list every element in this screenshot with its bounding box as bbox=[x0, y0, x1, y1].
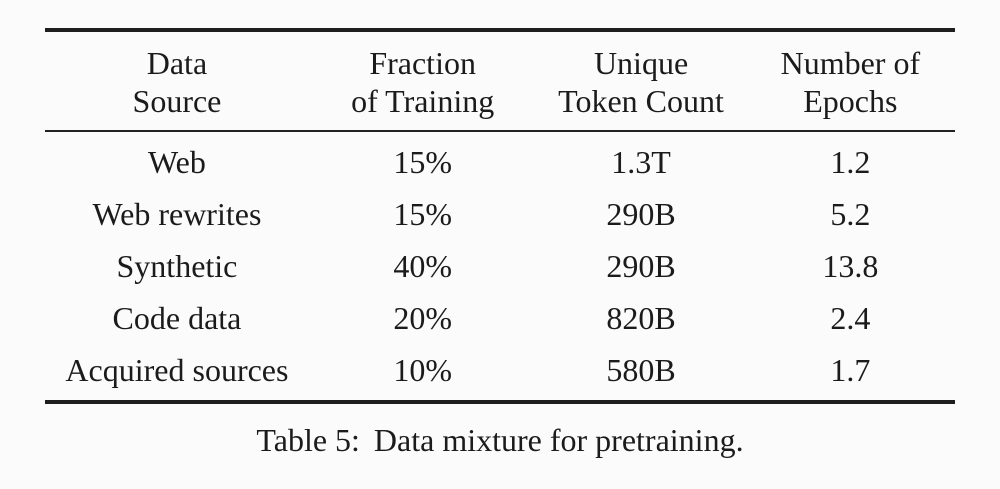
column-header-unique-token-count: Unique Token Count bbox=[536, 30, 746, 132]
table-row-acquired-sources: Acquired sources 10% 580B 1.7 bbox=[45, 344, 955, 402]
cell-tokens: 290B bbox=[606, 247, 676, 284]
table-row-synthetic: Synthetic 40% 290B 13.8 bbox=[45, 240, 955, 292]
cell-source: Code data bbox=[112, 299, 242, 336]
header-line: Source bbox=[132, 83, 222, 119]
cell-fraction: 15% bbox=[393, 143, 452, 180]
cell-epochs: 5.2 bbox=[830, 195, 871, 232]
cell-fraction: 20% bbox=[393, 299, 452, 336]
table-row-web-rewrites: Web rewrites 15% 290B 5.2 bbox=[45, 188, 955, 240]
table-caption-text: Data mixture for pretraining. bbox=[373, 422, 744, 458]
cell-tokens: 580B bbox=[606, 351, 676, 388]
cell-source: Web bbox=[148, 143, 206, 180]
header-line: Fraction bbox=[369, 45, 476, 81]
table-header: Data Source Fraction of Training Unique … bbox=[45, 30, 955, 132]
cell-fraction: 10% bbox=[393, 351, 452, 388]
cell-source: Web rewrites bbox=[92, 195, 262, 232]
cell-epochs: 13.8 bbox=[822, 247, 879, 284]
header-row: Data Source Fraction of Training Unique … bbox=[45, 30, 955, 132]
column-header-data-source: Data Source bbox=[45, 30, 309, 132]
header-line: Epochs bbox=[803, 83, 898, 119]
cell-epochs: 1.7 bbox=[830, 351, 871, 388]
table-caption-label: Table 5: bbox=[256, 422, 360, 458]
header-line: of Training bbox=[351, 83, 495, 119]
column-header-fraction-of-training: Fraction of Training bbox=[308, 30, 537, 132]
header-line: Token Count bbox=[558, 83, 724, 119]
table-body: Web 15% 1.3T 1.2 Web rewrites 15% 290B 5… bbox=[45, 131, 955, 402]
cell-source: Acquired sources bbox=[65, 351, 289, 388]
pretraining-mixture-table-figure: Data Source Fraction of Training Unique … bbox=[45, 28, 955, 404]
column-header-number-of-epochs: Number of Epochs bbox=[745, 30, 955, 132]
table-row-code-data: Code data 20% 820B 2.4 bbox=[45, 292, 955, 344]
cell-source: Synthetic bbox=[116, 247, 238, 284]
header-line: Number of bbox=[780, 45, 921, 81]
cell-tokens: 290B bbox=[606, 195, 676, 232]
cell-epochs: 2.4 bbox=[830, 299, 871, 336]
cell-epochs: 1.2 bbox=[830, 143, 871, 180]
data-mixture-table: Data Source Fraction of Training Unique … bbox=[45, 28, 955, 404]
cell-tokens: 1.3T bbox=[611, 143, 671, 180]
header-line: Data bbox=[146, 45, 208, 81]
cell-fraction: 40% bbox=[393, 247, 452, 284]
table-row-web: Web 15% 1.3T 1.2 bbox=[45, 131, 955, 188]
cell-fraction: 15% bbox=[393, 195, 452, 232]
table-caption: Table 5: Data mixture for pretraining. bbox=[0, 418, 1000, 462]
header-line: Unique bbox=[593, 45, 689, 81]
cell-tokens: 820B bbox=[606, 299, 676, 336]
